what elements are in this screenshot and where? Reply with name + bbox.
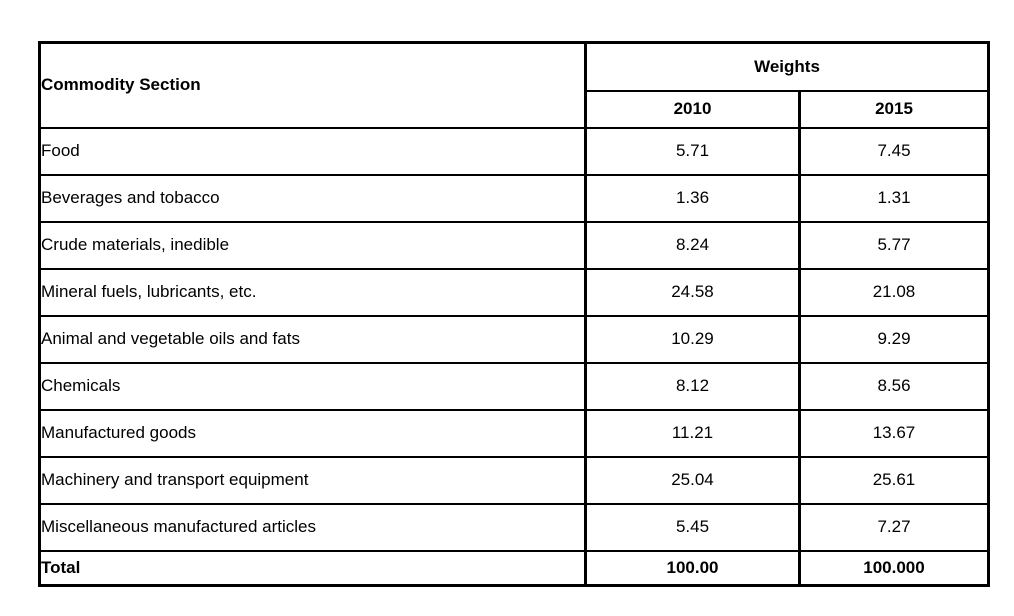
- commodity-section-header: Commodity Section: [38, 41, 587, 129]
- weight-2015-cell: 9.29: [798, 314, 990, 364]
- weights-table-container: Commodity Section Weights 2010 2015 Food…: [38, 41, 990, 587]
- weight-2015-cell: 13.67: [798, 408, 990, 458]
- weight-2015-cell: 1.31: [798, 173, 990, 223]
- weight-2010-cell: 25.04: [584, 455, 801, 505]
- commodity-cell: Crude materials, inedible: [38, 220, 587, 270]
- weight-2010-cell: 1.36: [584, 173, 801, 223]
- table-row-total: Total 100.00 100.000: [38, 549, 990, 587]
- commodity-cell: Beverages and tobacco: [38, 173, 587, 223]
- commodity-cell: Machinery and transport equipment: [38, 455, 587, 505]
- weight-2015-cell: 7.27: [798, 502, 990, 552]
- commodity-cell: Manufactured goods: [38, 408, 587, 458]
- table-row-miscellaneous-articles: Miscellaneous manufactured articles 5.45…: [38, 502, 990, 552]
- weight-2010-cell: 5.71: [584, 126, 801, 176]
- table-row-chemicals: Chemicals 8.12 8.56: [38, 361, 990, 411]
- commodity-cell: Miscellaneous manufactured articles: [38, 502, 587, 552]
- weight-2010-cell: 10.29: [584, 314, 801, 364]
- weight-2010-cell: 5.45: [584, 502, 801, 552]
- weight-2015-cell: 7.45: [798, 126, 990, 176]
- commodity-cell: Food: [38, 126, 587, 176]
- weight-2015-cell: 21.08: [798, 267, 990, 317]
- weights-header: Weights: [584, 41, 990, 92]
- commodity-cell: Mineral fuels, lubricants, etc.: [38, 267, 587, 317]
- weight-2010-cell: 8.24: [584, 220, 801, 270]
- weight-2010-cell: 11.21: [584, 408, 801, 458]
- weight-2010-cell: 8.12: [584, 361, 801, 411]
- weight-2015-cell: 5.77: [798, 220, 990, 270]
- weight-2015-cell: 25.61: [798, 455, 990, 505]
- year-2015-header: 2015: [798, 89, 990, 129]
- commodity-cell: Chemicals: [38, 361, 587, 411]
- commodity-cell: Animal and vegetable oils and fats: [38, 314, 587, 364]
- total-label-cell: Total: [38, 549, 587, 587]
- table-row-manufactured-goods: Manufactured goods 11.21 13.67: [38, 408, 990, 458]
- table-row-mineral-fuels: Mineral fuels, lubricants, etc. 24.58 21…: [38, 267, 990, 317]
- weight-2015-cell: 8.56: [798, 361, 990, 411]
- table-row-machinery-transport: Machinery and transport equipment 25.04 …: [38, 455, 990, 505]
- weight-2010-cell: 24.58: [584, 267, 801, 317]
- table-row-beverages-tobacco: Beverages and tobacco 1.36 1.31: [38, 173, 990, 223]
- total-2015-cell: 100.000: [798, 549, 990, 587]
- year-2010-header: 2010: [584, 89, 801, 129]
- total-2010-cell: 100.00: [584, 549, 801, 587]
- table-row-animal-vegetable-oils: Animal and vegetable oils and fats 10.29…: [38, 314, 990, 364]
- header-row-years: 2010 2015: [40, 89, 990, 129]
- table-row-crude-materials: Crude materials, inedible 8.24 5.77: [38, 220, 990, 270]
- commodity-weights-table: Commodity Section Weights 2010 2015 Food…: [38, 41, 990, 587]
- header-row-weights: Commodity Section Weights: [38, 41, 990, 129]
- table-row-food: Food 5.71 7.45: [38, 126, 990, 176]
